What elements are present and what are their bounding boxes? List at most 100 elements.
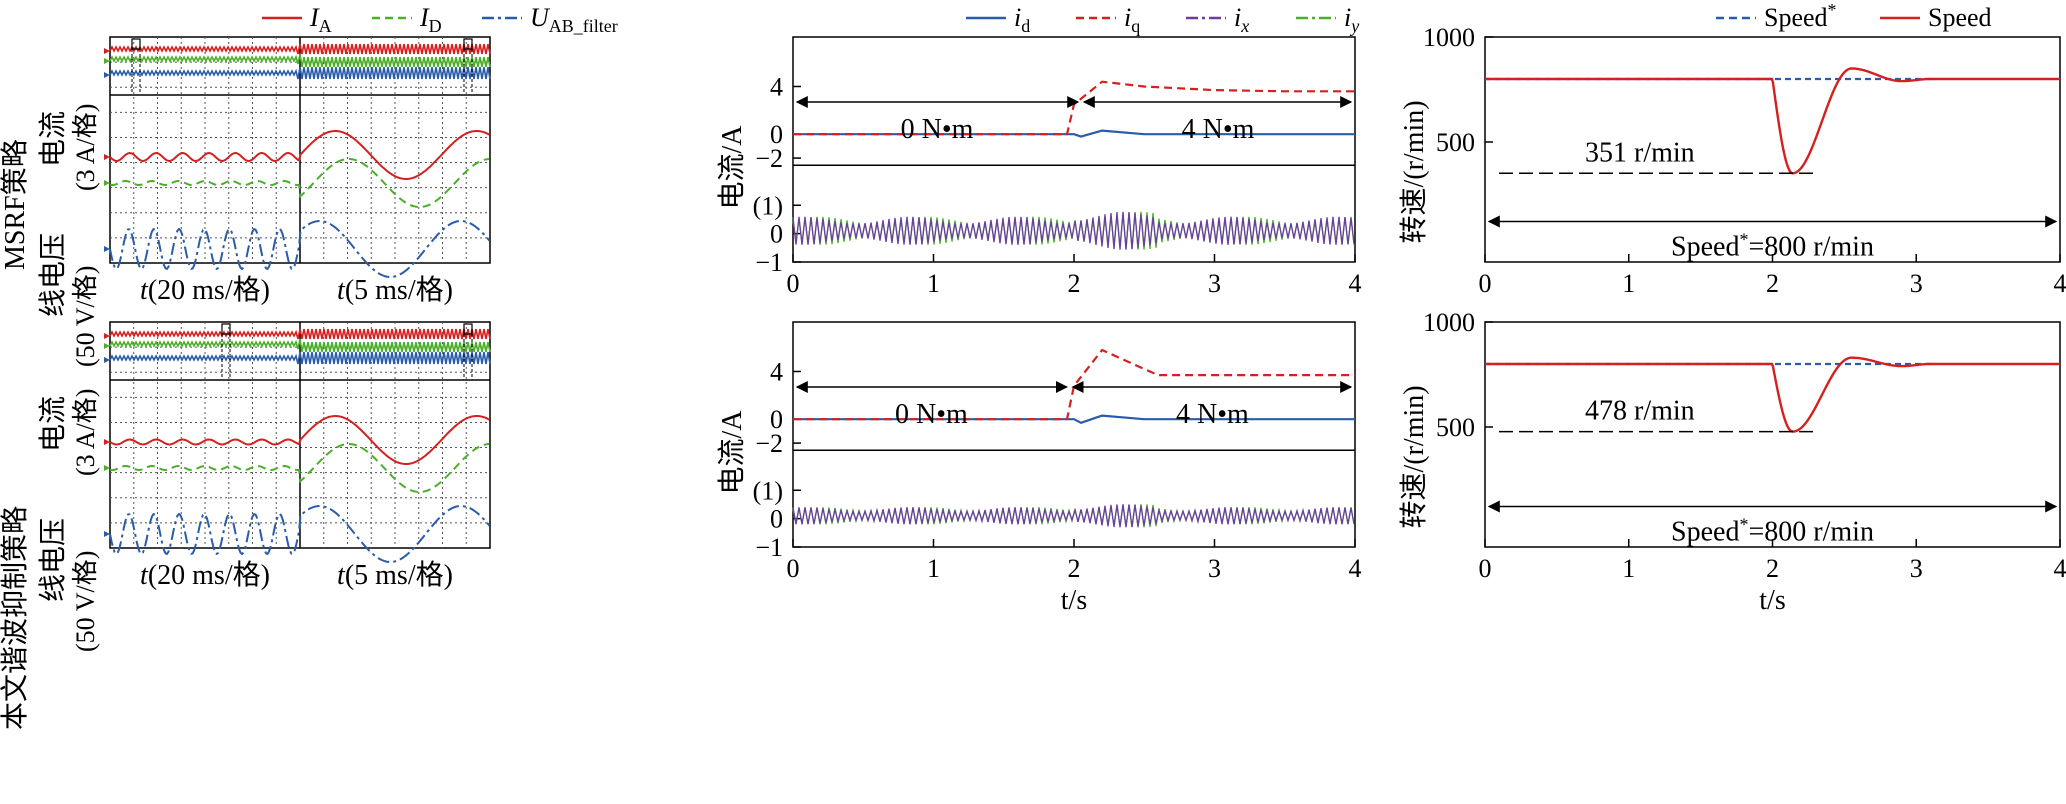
speed-ytick-label: 500: [1436, 128, 1475, 157]
dq-xtick-label: 3: [1208, 269, 1221, 298]
scope-overview-trace: [109, 66, 491, 80]
dq-ytick-label: 0: [770, 120, 783, 149]
speed-dip-label: 478 r/min: [1585, 396, 1695, 427]
dq-xtick-label: 1: [927, 269, 940, 298]
scope-ylabel-current: 电流: [37, 111, 69, 167]
speed-xtick-label: 2: [1766, 554, 1779, 583]
dq-ytick-label: 0: [770, 505, 783, 534]
speed-frame: [1484, 36, 2061, 263]
scope-trace-IA: [109, 130, 490, 180]
speed-dip-label: 351 r/min: [1585, 137, 1695, 168]
speed-ref-label: Speed*=800 r/min: [1671, 230, 1874, 263]
dq-panel-top: 40−2(1)0−10 1 2 3 4电流/A 0 N•m 4 N•m: [716, 36, 1362, 298]
scope-overview-trace: [109, 43, 491, 55]
speed-trace-actual: [1485, 356, 2060, 433]
scope-channel-marker: [104, 48, 110, 54]
speed-xtick-label: 3: [1910, 554, 1923, 583]
dq-xtick-label: 2: [1068, 269, 1081, 298]
scope-trace-UAB: [109, 219, 491, 278]
dq-xtick-label: 0: [787, 269, 800, 298]
scope-legend-1-label: ID: [419, 3, 442, 36]
dq-xlabel: t/s: [1061, 585, 1087, 616]
speed-legend-label: Speed: [1928, 3, 1992, 32]
scope-channel-marker: [104, 72, 110, 78]
scope-ylabel-voltage: 线电压: [37, 518, 69, 602]
scope-ylabel-voltage-scale: (50 V/格): [71, 266, 100, 367]
dq-ytick-label: −1: [755, 248, 783, 277]
scope-trace-ID: [109, 158, 490, 208]
dq-trace-ix: [792, 211, 1355, 250]
speed-ytick-label: 500: [1436, 413, 1475, 442]
dq-ytick-label: 4: [770, 357, 783, 386]
scope-ylabel-current: 电流: [37, 396, 69, 452]
scope-zoom-bracket: [463, 323, 473, 335]
speed-ytick-label: 1000: [1423, 308, 1475, 337]
dq-legend-0-label: id: [1014, 3, 1030, 36]
speed-xtick-label: 0: [1479, 269, 1492, 298]
dq-xtick-label: 0: [787, 554, 800, 583]
scope-panel-bottom: 电流 (3 A/格) 线电压 (50 V/格) t(20 ms/格) t(5 ms/格): [37, 321, 491, 652]
row-label-bottom: 本文谐波抑制策略: [0, 506, 31, 730]
dq-ytick-label: −2: [755, 144, 783, 173]
dq-xtick-label: 4: [1349, 269, 1362, 298]
dq-annotation-4nm: 4 N•m: [1182, 114, 1255, 145]
scope-ylabel-voltage: 线电压: [37, 233, 69, 317]
scope-ylabel-voltage-scale: (50 V/格): [71, 551, 100, 652]
speed-xtick-label: 2: [1766, 269, 1779, 298]
dq-panel-bottom: 40−2(1)0−10 1 2 3 4电流/A 0 N•m 4 N•mt/s: [716, 321, 1362, 616]
speed-xtick-label: 4: [2054, 269, 2066, 298]
speed-legend-label: Speed*: [1764, 0, 1837, 32]
scope-ylabel-current-scale: (3 A/格): [71, 389, 100, 476]
dq-ytick-label: 0: [770, 405, 783, 434]
dq-ytick-label: (1): [753, 476, 783, 505]
scope-channel-marker: [104, 246, 110, 252]
scope-xlabel-right: t(5 ms/格): [337, 559, 453, 591]
dq-ylabel: 电流/A: [716, 125, 748, 210]
dq-annotation-0nm: 0 N•m: [895, 399, 968, 430]
dq-ytick-label: (1): [753, 191, 783, 220]
speed-legend: Speed* Speed: [1716, 0, 1992, 32]
speed-panel-bottom: 1000 500 0 1 2 3 4 转速/(r/min) 478 r/min Speed*=80…: [1398, 308, 2066, 616]
dq-ytick-label: 4: [770, 72, 783, 101]
speed-ytick-label: 1000: [1423, 23, 1475, 52]
dq-ylabel: 电流/A: [716, 410, 748, 495]
dq-xtick-label: 4: [1349, 554, 1362, 583]
dq-legend-3-label: iy: [1344, 3, 1359, 36]
scope-zoom-bracket: [463, 38, 473, 50]
scope-channel-marker: [104, 465, 110, 471]
scope-ylabel-current-scale: (3 A/格): [71, 104, 100, 191]
dq-trace-iq: [793, 348, 1355, 421]
scope-overview-trace: [109, 53, 491, 68]
speed-xtick-label: 0: [1479, 554, 1492, 583]
scope-legend-0-label: IA: [309, 3, 332, 36]
dq-legend-2-label: ix: [1234, 3, 1249, 36]
dq-xtick-label: 3: [1208, 554, 1221, 583]
dq-annotation-4nm: 4 N•m: [1176, 399, 1249, 430]
speed-xtick-label: 3: [1910, 269, 1923, 298]
svg-text:MSRF策略: MSRF策略: [0, 139, 31, 270]
dq-ytick-label: −1: [755, 533, 783, 562]
scope-channel-marker: [104, 180, 110, 186]
speed-ref-label: Speed*=800 r/min: [1671, 515, 1874, 548]
scope-xlabel-left: t(20 ms/格): [140, 274, 270, 306]
scope-trace-ID: [109, 443, 490, 493]
scope-legend-2-label: UAB_filter: [530, 3, 618, 36]
speed-panel-top: 1000 500 0 1 2 3 4 转速/(r/min) 351 r/min Speed*=80…: [1398, 23, 2066, 298]
speed-xtick-label: 4: [2054, 554, 2066, 583]
scope-trace-IA: [109, 415, 490, 465]
dq-trace-iq: [793, 80, 1355, 136]
scope-xlabel-right: t(5 ms/格): [337, 274, 453, 306]
speed-frame: [1484, 321, 2061, 548]
scope-trace-UAB: [109, 504, 491, 563]
row-label-top: MSRF策略: [0, 139, 31, 270]
speed-xtick-label: 1: [1622, 269, 1635, 298]
dq-legend-1-label: iq: [1124, 3, 1140, 36]
scope-channel-marker: [104, 343, 110, 349]
scope-channel-marker: [104, 333, 110, 339]
dq-xtick-label: 2: [1068, 554, 1081, 583]
dq-xtick-label: 1: [927, 554, 940, 583]
scope-overview-trace: [109, 351, 491, 365]
svg-text:本文谐波抑制策略: 本文谐波抑制策略: [0, 506, 31, 730]
speed-ylabel: 转速/(r/min): [1398, 100, 1430, 243]
